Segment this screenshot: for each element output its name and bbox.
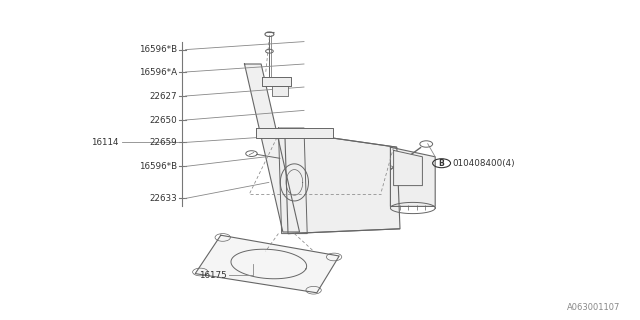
Text: A063001107: A063001107 bbox=[568, 303, 621, 312]
Text: 16175: 16175 bbox=[200, 271, 227, 280]
Text: 22627: 22627 bbox=[150, 92, 177, 100]
Polygon shape bbox=[256, 128, 333, 138]
Polygon shape bbox=[394, 150, 422, 186]
Polygon shape bbox=[285, 131, 400, 234]
Polygon shape bbox=[272, 86, 288, 96]
Text: 010408400(4): 010408400(4) bbox=[452, 159, 515, 168]
Polygon shape bbox=[244, 64, 300, 232]
Text: 16596*B: 16596*B bbox=[139, 45, 177, 54]
Text: 22633: 22633 bbox=[150, 194, 177, 203]
Polygon shape bbox=[262, 77, 291, 86]
Polygon shape bbox=[278, 128, 307, 234]
Text: 16596*B: 16596*B bbox=[139, 162, 177, 171]
Text: 16596*A: 16596*A bbox=[139, 68, 177, 76]
Polygon shape bbox=[195, 235, 339, 293]
Polygon shape bbox=[390, 147, 435, 206]
Text: 22659: 22659 bbox=[150, 138, 177, 147]
Text: 22650: 22650 bbox=[150, 116, 177, 124]
Text: B: B bbox=[439, 159, 444, 168]
Text: 16114: 16114 bbox=[91, 138, 118, 147]
